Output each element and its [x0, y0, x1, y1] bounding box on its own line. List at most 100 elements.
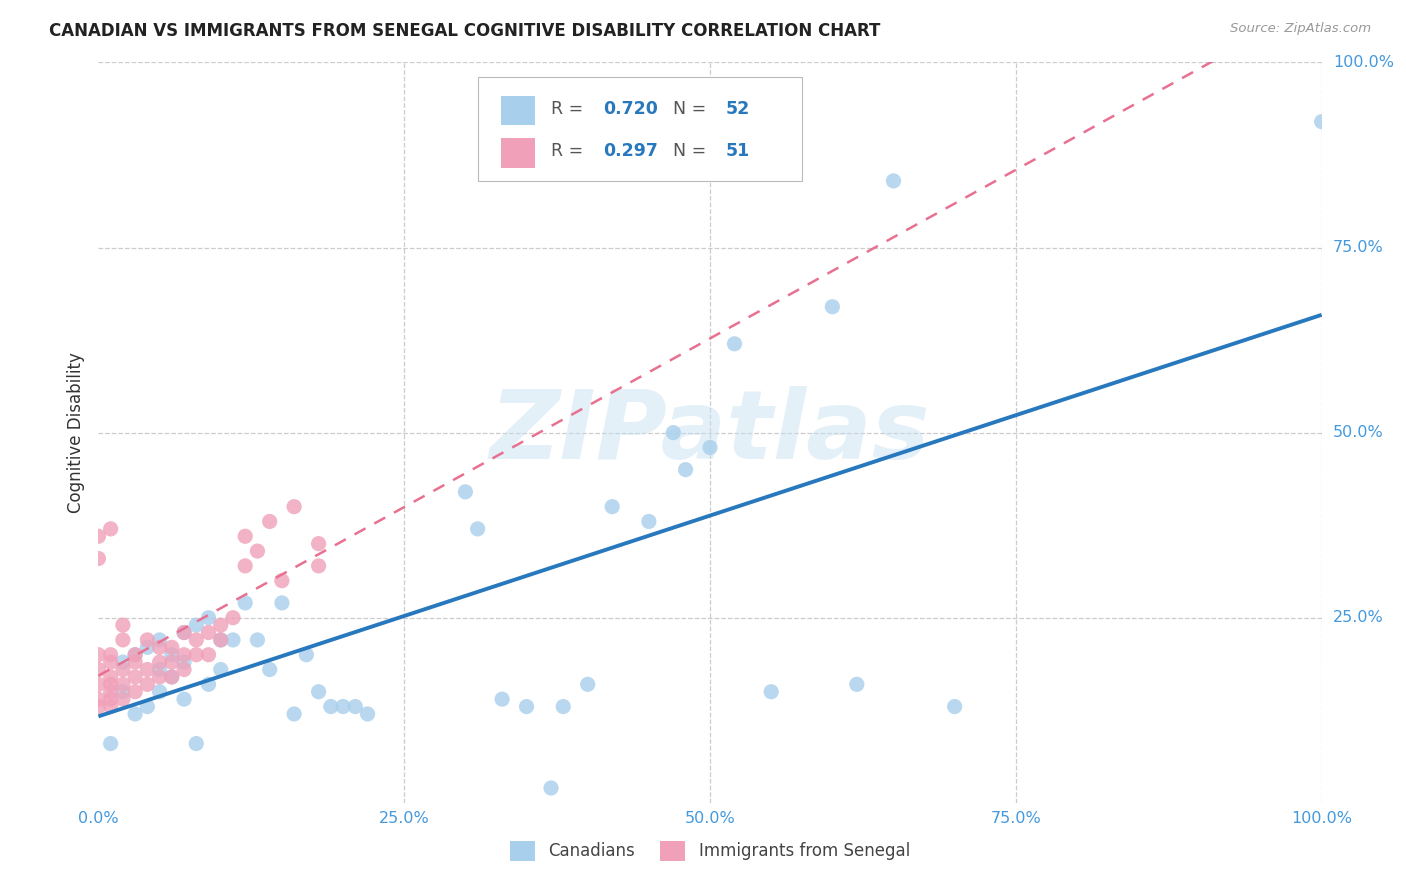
Point: [124, 648, 146, 662]
Point: [600, 500, 623, 514]
Point: [209, 632, 232, 647]
Point: [308, 685, 330, 699]
Point: [723, 336, 745, 351]
Text: Source: ZipAtlas.com: Source: ZipAtlas.com: [1230, 22, 1371, 36]
Point: [209, 663, 232, 677]
Text: CANADIAN VS IMMIGRANTS FROM SENEGAL COGNITIVE DISABILITY CORRELATION CHART: CANADIAN VS IMMIGRANTS FROM SENEGAL COGN…: [49, 22, 880, 40]
Point: [160, 670, 183, 684]
Point: [259, 663, 281, 677]
Text: 75.0%: 75.0%: [1333, 240, 1384, 255]
Point: [761, 685, 783, 699]
Point: [173, 625, 195, 640]
Point: [173, 625, 195, 640]
Point: [173, 648, 195, 662]
Point: [100, 670, 122, 684]
Point: [149, 663, 172, 677]
Text: 52: 52: [725, 100, 751, 118]
Point: [270, 596, 294, 610]
Point: [87, 663, 110, 677]
Point: [124, 655, 146, 669]
Point: [111, 685, 134, 699]
Point: [111, 632, 134, 647]
Point: [186, 648, 208, 662]
Point: [160, 670, 183, 684]
Point: [270, 574, 294, 588]
Point: [662, 425, 685, 440]
Point: [821, 300, 844, 314]
Y-axis label: Cognitive Disability: Cognitive Disability: [66, 352, 84, 513]
Point: [149, 685, 172, 699]
Point: [222, 611, 245, 625]
Point: [149, 640, 172, 655]
Point: [197, 625, 219, 640]
Point: [87, 692, 110, 706]
Point: [160, 648, 183, 662]
Point: [124, 648, 146, 662]
Point: [149, 670, 172, 684]
Point: [111, 677, 134, 691]
Point: [308, 537, 330, 551]
Point: [124, 685, 146, 699]
Bar: [501, 95, 536, 126]
Point: [136, 677, 159, 691]
Point: [246, 632, 269, 647]
Point: [111, 663, 134, 677]
Point: [197, 611, 219, 625]
Point: [332, 699, 354, 714]
Point: [491, 692, 513, 706]
Point: [209, 632, 232, 647]
Point: [100, 655, 122, 669]
Point: [186, 618, 208, 632]
Point: [124, 706, 146, 721]
Point: [111, 692, 134, 706]
Point: [259, 515, 281, 529]
Point: [467, 522, 489, 536]
Point: [197, 648, 219, 662]
Point: [149, 632, 172, 647]
Point: [100, 737, 122, 751]
Point: [197, 677, 219, 691]
Point: [136, 663, 159, 677]
Text: 0.297: 0.297: [603, 143, 658, 161]
Text: 50.0%: 50.0%: [1333, 425, 1384, 440]
Point: [540, 780, 562, 795]
Point: [136, 632, 159, 647]
Point: [209, 618, 232, 632]
Point: [943, 699, 966, 714]
Point: [356, 706, 378, 721]
Point: [186, 632, 208, 647]
Point: [515, 699, 537, 714]
Point: [883, 174, 905, 188]
Point: [87, 677, 110, 691]
Point: [100, 685, 122, 699]
Point: [344, 699, 367, 714]
Point: [87, 529, 110, 543]
Point: [246, 544, 269, 558]
Point: [100, 522, 122, 536]
Point: [295, 648, 318, 662]
Legend: Canadians, Immigrants from Senegal: Canadians, Immigrants from Senegal: [510, 841, 910, 861]
Bar: [501, 138, 536, 168]
Point: [111, 655, 134, 669]
Point: [845, 677, 868, 691]
Text: 51: 51: [725, 143, 751, 161]
Point: [124, 670, 146, 684]
Point: [637, 515, 661, 529]
Point: [173, 663, 195, 677]
Point: [100, 648, 122, 662]
Point: [283, 706, 305, 721]
Text: ZIPatlas: ZIPatlas: [489, 386, 931, 479]
Point: [136, 699, 159, 714]
Point: [186, 737, 208, 751]
Text: N =: N =: [673, 143, 711, 161]
Point: [222, 632, 245, 647]
Text: N =: N =: [673, 100, 711, 118]
Point: [233, 529, 256, 543]
Point: [136, 640, 159, 655]
Point: [173, 692, 195, 706]
Point: [553, 699, 575, 714]
Point: [111, 618, 134, 632]
Text: 100.0%: 100.0%: [1333, 55, 1393, 70]
Point: [149, 655, 172, 669]
Point: [160, 640, 183, 655]
